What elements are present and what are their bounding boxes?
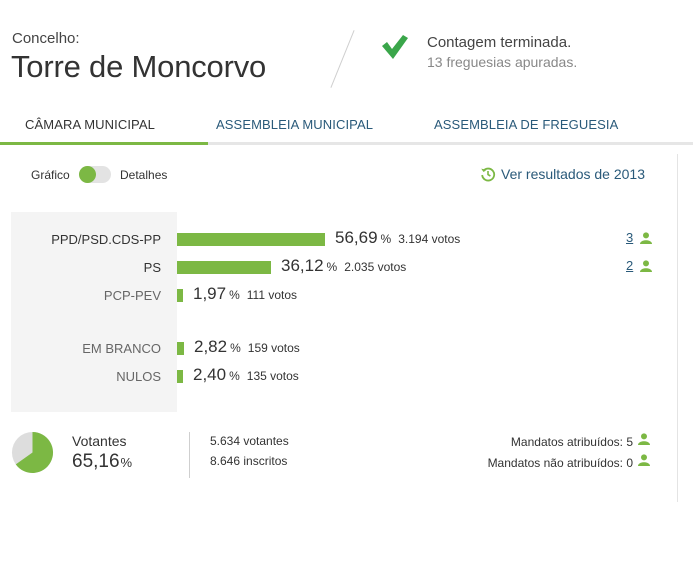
result-value: 2,82% 159 votos [194, 337, 300, 357]
previous-results-link[interactable]: Ver resultados de 2013 [480, 166, 645, 182]
party-label: PPD/PSD.CDS-PP [51, 232, 161, 247]
percent-sign: % [229, 369, 240, 383]
concelho-name: Torre de Moncorvo [11, 49, 267, 84]
result-votes: 135 votos [246, 369, 299, 383]
results-labels-panel [11, 212, 177, 412]
result-votes: 159 votos [247, 341, 300, 355]
result-bar [177, 233, 325, 246]
result-bar [177, 342, 184, 355]
result-bar [177, 289, 183, 302]
party-label: NULOS [116, 369, 161, 384]
person-icon [638, 454, 650, 466]
result-bar [177, 370, 183, 383]
view-switch[interactable] [79, 166, 111, 183]
header-divider [330, 30, 355, 88]
election-tabs: CÂMARA MUNICIPAL ASSEMBLEIA MUNICIPAL AS… [0, 107, 693, 145]
history-icon [481, 167, 496, 182]
result-row: NULOS 2,40% 135 votos [0, 365, 693, 387]
result-percent: 2,40 [193, 365, 227, 384]
turnout-pie-slice [15, 431, 54, 474]
concelho-label: Concelho: [12, 30, 80, 47]
person-icon [638, 433, 650, 445]
result-row: PCP-PEV 1,97% 111 votos [0, 284, 693, 306]
toggle-label-chart[interactable]: Gráfico [31, 168, 70, 182]
registered-count: 8.646 inscritos [210, 454, 288, 468]
parishes-counted: 13 freguesias apuradas. [427, 54, 578, 70]
mandates-assigned: Mandatos atribuídos: 5 [510, 435, 633, 449]
result-row: PS 36,12% 2.035 votos 2 [0, 256, 693, 278]
result-value: 36,12% 2.035 votos [281, 256, 406, 276]
summary-divider [189, 432, 190, 478]
person-icon [640, 260, 652, 272]
result-value: 2,40% 135 votos [193, 365, 299, 385]
percent-sign: % [229, 288, 240, 302]
result-value: 56,69% 3.194 votos [335, 228, 460, 248]
mandates-link[interactable]: 2 [626, 258, 634, 273]
result-percent: 56,69 [335, 228, 378, 247]
percent-sign: % [326, 260, 338, 274]
mandates-link[interactable]: 3 [626, 230, 634, 245]
party-label: PS [143, 260, 161, 275]
result-percent: 2,82 [194, 337, 228, 356]
turnout-label: Votantes [72, 433, 127, 449]
turnout-percent-value: 65,16 [72, 451, 120, 472]
percent-sign: % [230, 341, 241, 355]
turnout-percent: 65,16% [72, 451, 132, 473]
checkmark-icon [382, 35, 408, 59]
result-bar [177, 261, 271, 274]
previous-results-label: Ver resultados de 2013 [501, 166, 645, 182]
tab-assembleia-municipal[interactable]: ASSEMBLEIA MUNICIPAL [216, 117, 374, 132]
result-votes: 111 votos [246, 288, 298, 302]
party-label: PCP-PEV [103, 288, 161, 303]
header: Concelho: Torre de Moncorvo Contagem ter… [0, 0, 693, 105]
result-percent: 1,97 [193, 284, 227, 303]
result-value: 1,97% 111 votos [193, 284, 297, 304]
turnout-pie [11, 431, 54, 474]
result-percent: 36,12 [281, 256, 324, 275]
count-status: Contagem terminada. [427, 34, 572, 51]
view-switch-knob [79, 166, 96, 183]
result-votes: 3.194 votos [398, 232, 461, 246]
result-votes: 2.035 votos [344, 260, 407, 274]
result-row: EM BRANCO 2,82% 159 votos [0, 337, 693, 359]
tab-assembleia-freguesia[interactable]: ASSEMBLEIA DE FREGUESIA [434, 117, 619, 132]
result-row: PPD/PSD.CDS-PP 56,69% 3.194 votos 3 [0, 228, 693, 250]
mandates-unassigned: Mandatos não atribuídos: 0 [487, 456, 633, 470]
party-label: EM BRANCO [82, 341, 161, 356]
panel-border [677, 154, 678, 502]
turnout-percent-sign: % [120, 455, 133, 470]
person-icon [640, 232, 652, 244]
tab-camara-municipal[interactable]: CÂMARA MUNICIPAL [25, 117, 155, 132]
toggle-label-details[interactable]: Detalhes [120, 168, 168, 182]
voters-count: 5.634 votantes [210, 434, 289, 448]
percent-sign: % [380, 232, 392, 246]
active-tab-indicator [0, 142, 208, 145]
